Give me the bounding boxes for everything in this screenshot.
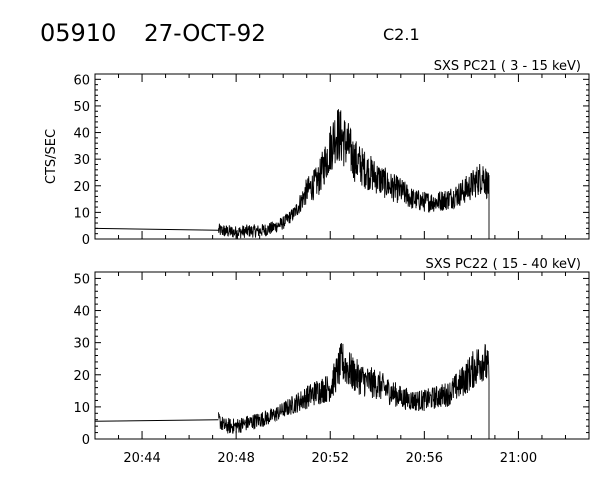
- y-tick-label: 10: [73, 206, 90, 221]
- y-tick-label: 40: [73, 305, 90, 320]
- y-tick-label: 20: [73, 180, 90, 195]
- y-axis-label: CTS/SEC: [44, 129, 59, 184]
- series-line-data: [218, 109, 490, 239]
- y-tick-label: 0: [82, 233, 90, 248]
- event-date: 27-OCT-92: [144, 21, 266, 47]
- y-tick-label: 30: [73, 153, 90, 168]
- y-tick-label: 10: [73, 401, 90, 416]
- x-tick-label: 20:52: [312, 451, 349, 466]
- panel-label: SXS PC22 ( 15 - 40 keV): [425, 257, 581, 272]
- series-line-smooth: [94, 419, 219, 422]
- x-tick-label: 20:56: [406, 451, 443, 466]
- x-tick-label: 20:48: [217, 451, 254, 466]
- x-tick-label: 21:00: [500, 451, 537, 466]
- x-tick-label: 20:44: [123, 451, 160, 466]
- y-tick-label: 0: [82, 433, 90, 448]
- goes-class: C2.1: [383, 25, 420, 44]
- series-line-smooth: [94, 227, 219, 231]
- y-tick-label: 50: [73, 272, 90, 287]
- y-tick-label: 40: [73, 127, 90, 142]
- y-tick-label: 50: [73, 100, 90, 115]
- x-tick-labels: 20:44 20:48 20:52 20:56 21:00: [123, 451, 537, 466]
- panel-pc21: 0 10 20 30 40 50 60 SXS PC21 ( 3 - 15 keV) CTS/S…: [44, 59, 590, 248]
- y-tick-label: 30: [73, 337, 90, 352]
- y-tick-label: 60: [73, 73, 90, 88]
- event-id: 05910: [40, 19, 116, 47]
- panel-pc22: 0 10 20 30 40 50 SXS PC22 ( 15 - 40 keV): [73, 257, 590, 448]
- panel-label: SXS PC21 ( 3 - 15 keV): [434, 59, 581, 74]
- plot-frame: [94, 73, 590, 240]
- y-tick-label: 20: [73, 369, 90, 384]
- series-line-data: [218, 342, 490, 439]
